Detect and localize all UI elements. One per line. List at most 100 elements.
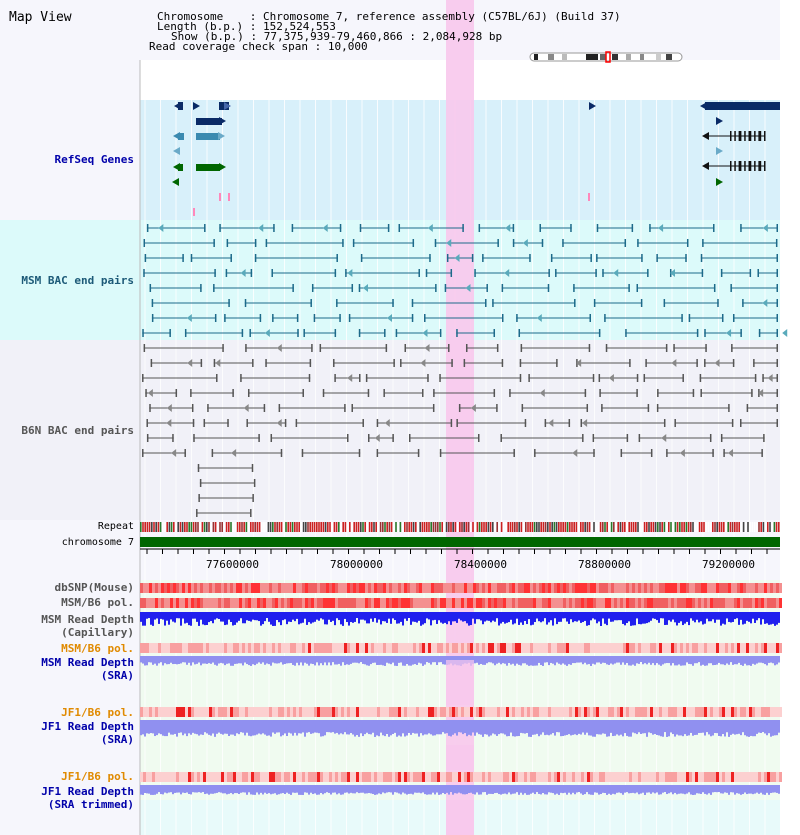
polymorphism-cell	[449, 583, 452, 593]
repeat-feature	[514, 522, 516, 532]
read-depth-bar	[528, 785, 530, 795]
read-depth-bar	[500, 612, 502, 624]
polymorphism-cell	[197, 707, 200, 717]
read-depth-bar	[612, 656, 614, 665]
polymorphism-cell	[716, 598, 719, 608]
read-depth-bar	[396, 612, 398, 624]
repeat-feature	[756, 522, 758, 532]
polymorphism-cell	[644, 772, 647, 782]
polymorphism-cell	[338, 772, 341, 782]
track-label-msm-depth-capillary-1[interactable]: MSM Read Depth	[41, 613, 134, 626]
track-label-msm-bac[interactable]: MSM BAC end pairs	[21, 274, 134, 287]
polymorphism-cell	[380, 598, 383, 608]
track-label-msm-depth-capillary-2[interactable]: (Capillary)	[61, 626, 134, 639]
bac-end-mark	[302, 389, 304, 397]
read-depth-bar	[158, 720, 160, 734]
read-depth-bar	[378, 720, 380, 737]
polymorphism-cell	[638, 583, 641, 593]
gene-exon	[764, 131, 766, 141]
polymorphism-cell	[449, 598, 452, 608]
repeat-feature	[146, 522, 149, 532]
read-depth-bar	[150, 656, 152, 663]
read-depth-bar	[338, 612, 340, 621]
read-depth-bar	[382, 656, 384, 666]
track-label-jf1-b6-pol-2[interactable]: JF1/B6 pol.	[61, 770, 134, 783]
track-label-jf1-b6-pol-1[interactable]: JF1/B6 pol.	[61, 706, 134, 719]
polymorphism-cell	[671, 583, 674, 593]
read-depth-bar	[482, 656, 484, 665]
polymorphism-cell	[371, 598, 374, 608]
read-depth-bar	[230, 785, 232, 794]
read-depth-bar	[518, 785, 520, 795]
track-label-msm-b6-pol-2[interactable]: MSM/B6 pol.	[61, 642, 134, 655]
read-depth-bar	[622, 720, 624, 737]
read-depth-bar	[654, 720, 656, 735]
read-depth-bar	[654, 785, 656, 794]
repeat-feature	[641, 522, 644, 532]
read-depth-bar	[194, 612, 196, 619]
read-depth-bar	[528, 656, 530, 666]
track-label-msm-depth-sra-2[interactable]: (SRA)	[100, 669, 134, 682]
read-depth-bar	[722, 656, 724, 665]
track-label-msm-b6-pol-1[interactable]: MSM/B6 pol.	[61, 596, 134, 609]
track-label-jf1-depth-sra-1[interactable]: JF1 Read Depth	[41, 720, 134, 733]
repeat-feature	[208, 522, 210, 532]
read-depth-bar	[566, 785, 568, 795]
read-depth-bar	[184, 720, 186, 734]
polymorphism-cell	[581, 583, 584, 593]
track-label-repeat[interactable]: Repeat	[97, 521, 134, 532]
polymorphism-cell	[650, 707, 653, 717]
track-label-chromosome[interactable]: chromosome 7	[61, 537, 134, 548]
read-depth-bar	[598, 785, 600, 795]
read-depth-bar	[592, 612, 594, 619]
read-depth-bar	[650, 612, 652, 621]
repeat-feature	[690, 522, 692, 532]
read-depth-bar	[302, 785, 304, 795]
read-depth-bar	[368, 656, 370, 666]
polymorphism-cell	[311, 707, 314, 717]
bac-end-mark	[656, 404, 659, 412]
polymorphism-cell	[245, 772, 248, 782]
track-label-refseq[interactable]: RefSeq Genes	[54, 153, 134, 166]
polymorphism-cell	[530, 583, 533, 593]
polymorphism-cell	[434, 772, 437, 782]
polymorphism-cell	[254, 583, 257, 593]
read-depth-bar	[586, 612, 588, 626]
read-depth-bar	[416, 720, 418, 734]
polymorphism-cell	[737, 583, 740, 593]
track-label-b6n-bac[interactable]: B6N BAC end pairs	[21, 424, 134, 437]
polymorphism-cell	[224, 707, 227, 717]
read-depth-bar	[194, 720, 196, 734]
repeat-feature	[197, 522, 199, 532]
read-depth-bar	[492, 612, 494, 621]
bac-end-arrow	[762, 224, 768, 232]
track-label-jf1-depth-trim-1[interactable]: JF1 Read Depth	[41, 785, 134, 798]
track-label-jf1-depth-trim-2[interactable]: (SRA trimmed)	[47, 798, 134, 811]
polymorphism-cell	[179, 643, 182, 653]
read-depth-bar	[580, 720, 582, 735]
polymorphism-cell	[188, 772, 191, 782]
read-depth-bar	[406, 720, 408, 736]
repeat-feature	[511, 522, 514, 532]
track-label-msm-depth-sra-1[interactable]: MSM Read Depth	[41, 656, 134, 669]
read-depth-bar	[272, 656, 274, 663]
read-depth-bar	[716, 656, 718, 665]
read-depth-bar	[356, 656, 358, 663]
bac-end-mark	[685, 254, 687, 262]
read-depth-bar	[216, 612, 218, 619]
track-label-jf1-depth-sra-2[interactable]: (SRA)	[100, 733, 134, 746]
polymorphism-cell	[299, 707, 302, 717]
read-depth-bar	[262, 720, 264, 734]
polymorphism-cell	[770, 583, 773, 593]
polymorphism-cell	[398, 583, 401, 593]
read-depth-bar	[552, 785, 554, 794]
read-depth-bar	[492, 720, 494, 734]
read-depth-bar	[748, 656, 750, 666]
read-depth-bar	[618, 785, 620, 793]
track-label-dbsnp[interactable]: dbSNP(Mouse)	[54, 581, 134, 594]
polymorphism-cell	[212, 583, 215, 593]
read-depth-bar	[188, 612, 190, 626]
read-depth-bar	[176, 656, 178, 665]
read-depth-bar	[190, 612, 192, 626]
